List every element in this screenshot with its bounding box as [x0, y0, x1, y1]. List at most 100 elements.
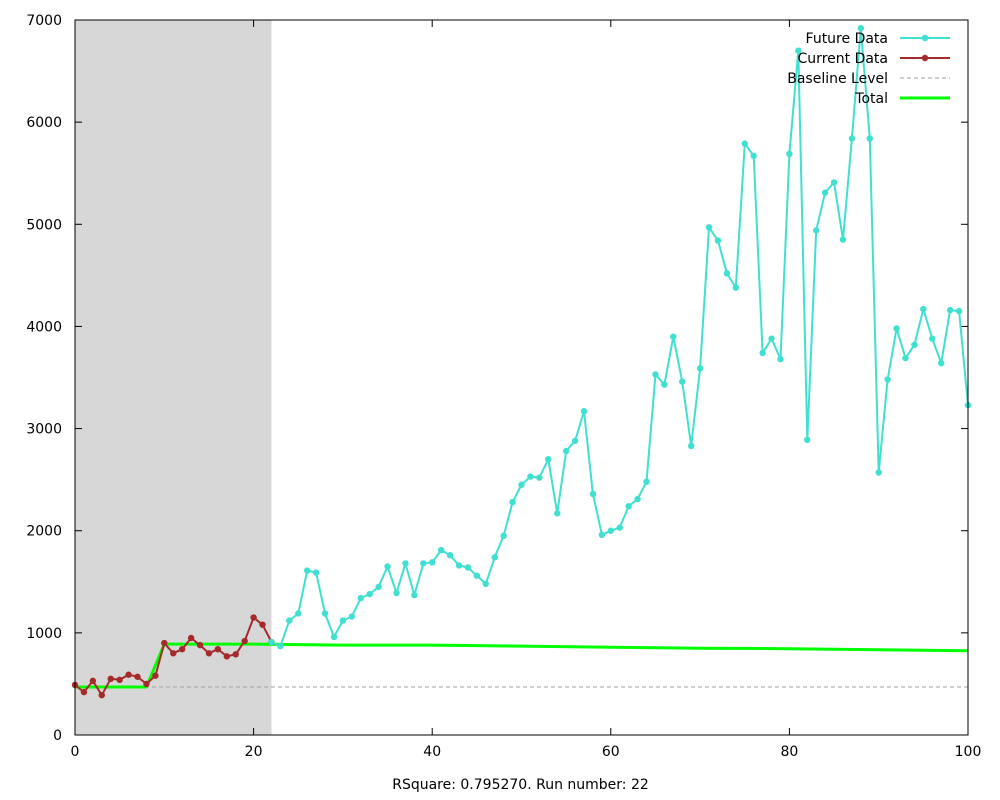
tick-labels-layer: 0 20 40 60 80 1000100020003000400050006000700…: [26, 13, 981, 760]
future-data-point: [938, 360, 945, 367]
future-data-point: [545, 456, 552, 463]
y-tick-label: 2000: [26, 524, 62, 540]
current-data-point: [232, 651, 239, 658]
future-data-point: [661, 381, 668, 388]
legend: Future Data Current Data Baseline Level Tot…: [787, 31, 950, 107]
future-data-point: [946, 306, 954, 314]
future-data-point: [911, 341, 918, 349]
current-data-point: [241, 637, 248, 645]
future-data-point: [857, 24, 865, 32]
future-data-line: [271, 27, 969, 648]
future-data-point: [652, 371, 659, 378]
future-data-point: [750, 152, 757, 160]
current-data-point: [125, 671, 132, 678]
x-tick-label: 0: [71, 744, 80, 760]
future-data-point: [670, 333, 677, 340]
legend-marker-current-data: [921, 54, 929, 62]
future-data-point: [303, 567, 311, 574]
legend-label-baseline-level: Baseline Level: [787, 71, 888, 87]
future-data-point: [411, 591, 418, 599]
future-data-point: [893, 325, 900, 332]
legend-label-total: Total: [854, 91, 888, 107]
current-data-point: [205, 650, 213, 657]
current-data-point: [214, 646, 222, 653]
future-data-point: [295, 610, 302, 617]
future-data-point: [955, 307, 963, 315]
future-data-point: [607, 527, 614, 534]
legend-marker-future-data: [921, 34, 929, 42]
future-data-point: [634, 495, 641, 503]
current-data-point: [170, 650, 177, 657]
future-data-point: [741, 140, 748, 147]
future-data-point: [580, 408, 588, 415]
shaded-region-layer: [75, 20, 272, 735]
future-data-point: [920, 305, 927, 313]
future-data-point: [732, 284, 740, 291]
legend-label-future-data: Future Data: [806, 31, 888, 47]
future-data-point: [571, 437, 579, 445]
current-data-point: [98, 691, 105, 699]
future-data-point: [643, 478, 650, 485]
future-data-point: [839, 236, 847, 243]
future-data-point: [804, 436, 811, 444]
current-data-point: [196, 641, 204, 649]
future-data-point: [366, 590, 373, 598]
x-axis-label: RSquare: 0.795270. Run number: 22: [392, 777, 649, 793]
legend-label-current-data: Current Data: [798, 51, 888, 67]
y-tick-label: 0: [53, 728, 62, 744]
current-data-point: [80, 688, 88, 696]
future-data-point: [348, 613, 356, 620]
future-data-point: [723, 270, 731, 277]
current-data-point: [250, 614, 257, 621]
future-data-point: [277, 642, 284, 650]
future-data-point: [884, 376, 891, 383]
future-data-point: [589, 490, 597, 498]
x-tick-label: 100: [955, 744, 982, 760]
future-data-point: [429, 559, 436, 566]
future-data-point: [536, 474, 543, 481]
plot-frame: [74, 19, 969, 736]
current-data-point: [116, 676, 123, 684]
current-data-point: [187, 634, 195, 642]
y-tick-label: 3000: [26, 422, 62, 438]
current-data-point: [143, 680, 150, 688]
shaded-region: [75, 20, 272, 735]
y-tick-label: 5000: [26, 217, 62, 233]
future-data-point: [482, 580, 489, 588]
future-data-point: [420, 560, 427, 567]
current-data-point: [152, 672, 159, 679]
future-data-point: [768, 335, 775, 342]
current-data-point: [107, 675, 114, 683]
future-data-point: [554, 510, 561, 517]
future-data-point: [268, 638, 275, 646]
future-data-point: [759, 349, 766, 357]
future-data-point: [491, 554, 498, 561]
y-tick-label: 4000: [26, 319, 62, 335]
future-data-point: [455, 562, 463, 569]
future-data-point: [437, 546, 445, 554]
future-data-point: [679, 378, 686, 385]
future-data-point: [518, 481, 525, 488]
future-data-point: [714, 237, 722, 244]
future-data-point: [500, 532, 507, 540]
future-data-point: [929, 335, 936, 342]
future-data-point: [777, 355, 784, 363]
series-layer: [71, 24, 972, 699]
future-data-point: [384, 563, 391, 570]
current-data-point: [161, 639, 168, 647]
future-data-point: [464, 564, 472, 571]
current-data-point: [89, 677, 97, 685]
future-data-point: [830, 179, 838, 186]
future-data-point: [562, 447, 570, 455]
future-data-point: [339, 617, 347, 624]
future-data-point: [902, 354, 909, 362]
y-tick-label: 6000: [26, 115, 62, 131]
future-data-point: [402, 560, 409, 567]
future-data-point: [393, 589, 400, 597]
future-data-point: [473, 572, 481, 579]
future-data-point: [687, 442, 695, 450]
x-tick-label: 20: [245, 744, 263, 760]
future-data-point: [625, 503, 632, 510]
future-data-point: [357, 594, 364, 602]
